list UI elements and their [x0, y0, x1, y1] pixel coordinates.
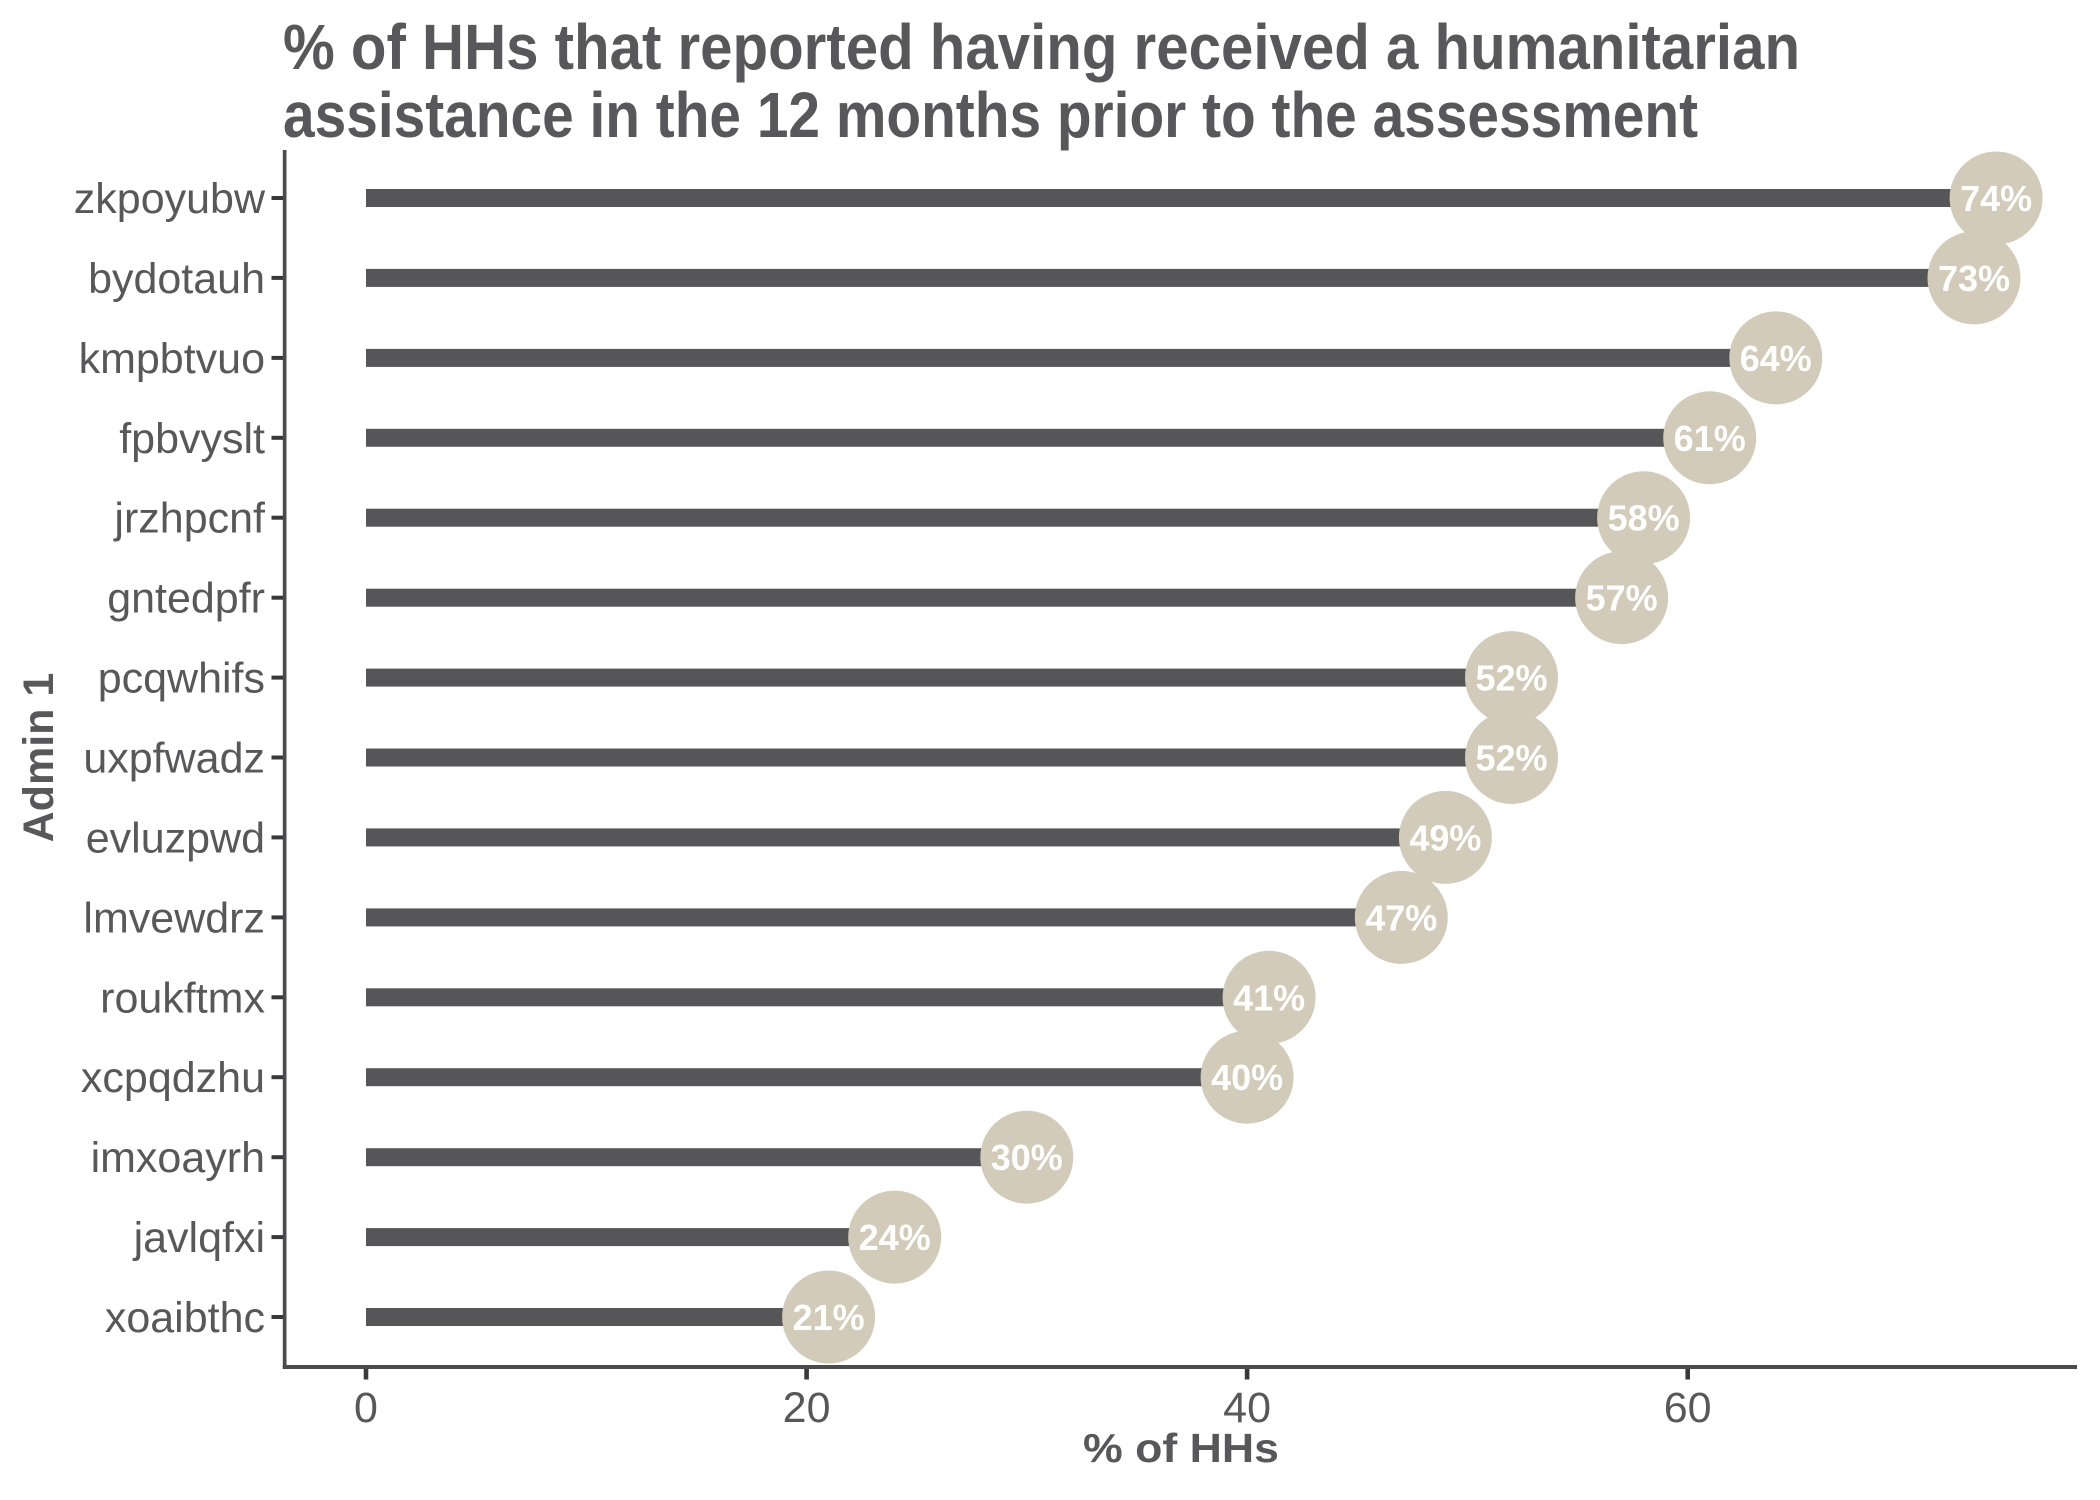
- svg-text:21%: 21%: [793, 1297, 865, 1338]
- svg-text:64%: 64%: [1740, 338, 1812, 379]
- svg-text:uxpfwadz: uxpfwadz: [83, 735, 265, 783]
- svg-text:47%: 47%: [1365, 897, 1437, 938]
- svg-text:57%: 57%: [1586, 578, 1658, 619]
- svg-text:40%: 40%: [1211, 1057, 1283, 1098]
- svg-text:gntedpfr: gntedpfr: [107, 575, 265, 623]
- svg-text:24%: 24%: [859, 1217, 931, 1258]
- svg-text:20: 20: [783, 1384, 831, 1432]
- svg-text:lmvewdrz: lmvewdrz: [83, 894, 265, 942]
- svg-text:% of HHs: % of HHs: [1083, 1425, 1279, 1471]
- svg-text:60: 60: [1664, 1384, 1712, 1432]
- svg-text:javlqfxi: javlqfxi: [132, 1214, 265, 1262]
- svg-text:61%: 61%: [1674, 418, 1746, 459]
- svg-text:xcpqdzhu: xcpqdzhu: [81, 1054, 265, 1102]
- svg-text:xoaibthc: xoaibthc: [105, 1294, 265, 1342]
- svg-text:Admin 1: Admin 1: [15, 673, 63, 843]
- svg-text:jrzhpcnf: jrzhpcnf: [112, 495, 266, 543]
- svg-text:assistance in the 12 months pr: assistance in the 12 months prior to the…: [283, 79, 1698, 151]
- svg-text:zkpoyubw: zkpoyubw: [74, 175, 266, 223]
- svg-text:roukftmx: roukftmx: [100, 974, 265, 1022]
- svg-text:% of HHs that reported having: % of HHs that reported having received a…: [283, 11, 1800, 83]
- svg-text:40: 40: [1223, 1384, 1271, 1432]
- svg-text:evluzpwd: evluzpwd: [86, 814, 265, 862]
- svg-text:pcqwhifs: pcqwhifs: [98, 655, 265, 703]
- svg-text:41%: 41%: [1233, 977, 1305, 1018]
- svg-text:imxoayrh: imxoayrh: [91, 1134, 265, 1182]
- svg-text:73%: 73%: [1938, 258, 2010, 299]
- svg-text:52%: 52%: [1475, 658, 1547, 699]
- svg-text:0: 0: [354, 1384, 378, 1432]
- svg-text:58%: 58%: [1608, 498, 1680, 539]
- svg-text:kmpbtvuo: kmpbtvuo: [79, 335, 265, 383]
- svg-text:bydotauh: bydotauh: [88, 255, 265, 303]
- svg-text:fpbvyslt: fpbvyslt: [119, 415, 265, 463]
- svg-text:74%: 74%: [1960, 178, 2032, 219]
- svg-text:52%: 52%: [1475, 738, 1547, 779]
- svg-text:30%: 30%: [991, 1137, 1063, 1178]
- svg-text:49%: 49%: [1409, 817, 1481, 858]
